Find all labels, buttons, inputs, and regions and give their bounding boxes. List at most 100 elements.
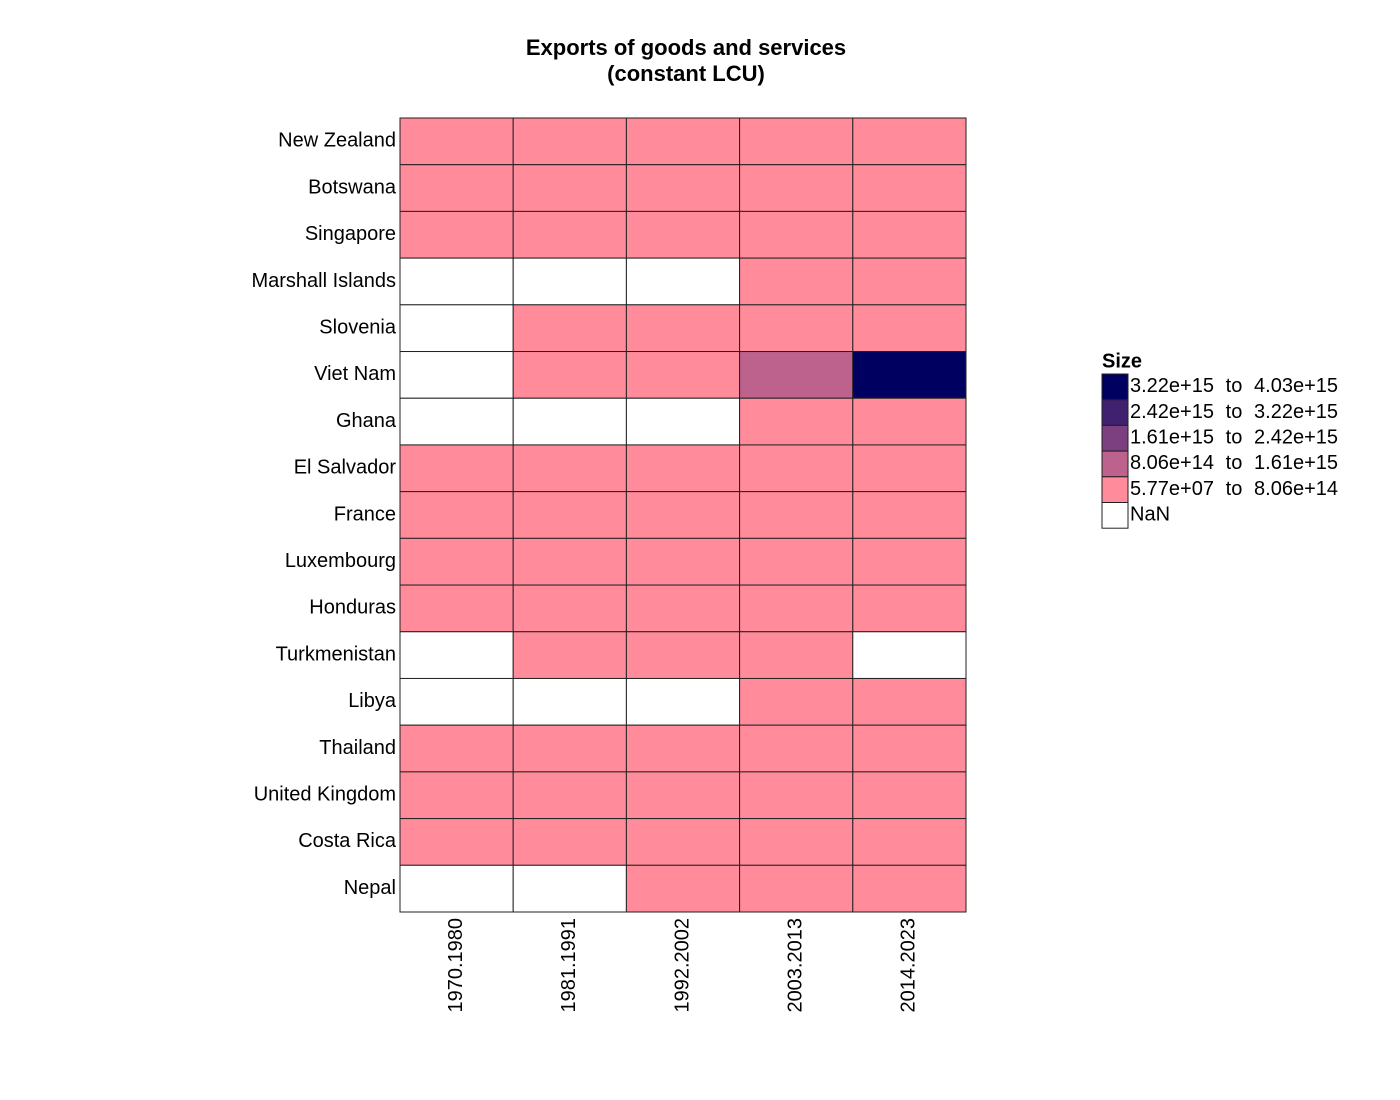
heatmap-cell (739, 351, 854, 399)
heatmap-cell (512, 537, 627, 586)
heatmap-cell (625, 677, 741, 726)
heatmap-cell (399, 818, 514, 866)
heatmap-cell (852, 724, 967, 773)
heatmap-cell (625, 304, 741, 353)
heatmap-cell (852, 117, 967, 166)
heatmap-cell (739, 397, 854, 446)
y-tick-label: Singapore (305, 223, 396, 245)
y-tick-label: Thailand (319, 737, 396, 759)
chart-title: Exports of goods and services (526, 35, 846, 60)
heatmap-cell (739, 491, 854, 539)
heatmap-cell (512, 677, 627, 726)
x-tick-label: 1981.1991 (558, 918, 580, 1013)
legend-label: 2.42e+15 (1130, 401, 1214, 423)
heatmap-cell (399, 491, 514, 539)
heatmap-cell (852, 210, 967, 259)
heatmap-cell (852, 537, 967, 586)
heatmap-cell (512, 724, 627, 773)
heatmap-cell (739, 724, 854, 773)
heatmap-cell (739, 771, 854, 820)
heatmap-cell (625, 351, 741, 399)
y-tick-label: Honduras (309, 597, 396, 619)
legend-label: to (1226, 478, 1243, 500)
heatmap-cell (512, 304, 627, 353)
x-tick-label: 1992.2002 (671, 918, 693, 1013)
heatmap-cell (625, 724, 741, 773)
heatmap-cell (739, 210, 854, 259)
heatmap-cell (512, 117, 627, 166)
y-tick-label: El Salvador (294, 457, 397, 479)
heatmap-cell (512, 164, 627, 212)
heatmap-cell (852, 257, 967, 306)
heatmap-cell (852, 351, 967, 399)
heatmap-cell (625, 864, 741, 913)
heatmap-cell (399, 351, 514, 399)
heatmap-cell (852, 491, 967, 539)
heatmap-cell (852, 864, 967, 913)
heatmap-cell (399, 724, 514, 773)
heatmap-cell (399, 864, 514, 913)
y-tick-label: Botswana (308, 176, 397, 198)
legend-label: to (1226, 427, 1243, 449)
heatmap-cell (399, 677, 514, 726)
heatmap-cell (625, 210, 741, 259)
legend-swatch (1101, 424, 1129, 452)
heatmap-cell (739, 164, 854, 212)
legend-swatch (1101, 476, 1129, 503)
y-tick-label: Marshall Islands (251, 270, 396, 292)
heatmap-cell (739, 864, 854, 913)
heatmap-cell (625, 164, 741, 212)
y-tick-label: Nepal (344, 877, 396, 899)
heatmap-cell (399, 397, 514, 446)
heatmap-cell (399, 164, 514, 212)
x-tick-label: 2003.2013 (784, 918, 806, 1013)
legend-swatch (1101, 399, 1129, 426)
legend-swatch (1101, 373, 1129, 401)
heatmap-cell (739, 584, 854, 633)
heatmap-cell (625, 491, 741, 539)
y-tick-label: United Kingdom (254, 784, 396, 806)
y-tick-label: Viet Nam (314, 363, 396, 385)
heatmap-cell (512, 491, 627, 539)
heatmap-cell (625, 771, 741, 820)
heatmap-cell (512, 771, 627, 820)
y-tick-label: Turkmenistan (276, 643, 396, 665)
heatmap-cell (399, 631, 514, 679)
heatmap-cell (625, 397, 741, 446)
heatmap-cell (625, 818, 741, 866)
heatmap-cell (852, 631, 967, 679)
heatmap-cell (399, 257, 514, 306)
legend-label: to (1226, 452, 1243, 474)
legend-label: 1.61e+15 (1130, 427, 1214, 449)
heatmap-cell (739, 304, 854, 353)
y-tick-label: Ghana (336, 410, 397, 432)
heatmap-cell (399, 210, 514, 259)
legend-label: 8.06e+14 (1254, 478, 1338, 500)
heatmap-cell (852, 771, 967, 820)
heatmap-cell (852, 818, 967, 866)
heatmap-cell (852, 584, 967, 633)
heatmap-cell (625, 444, 741, 493)
x-tick-label: 1970.1980 (445, 918, 467, 1013)
legend-label: to (1226, 401, 1243, 423)
chart-title: (constant LCU) (607, 61, 765, 86)
heatmap-cell (512, 351, 627, 399)
heatmap-cell (512, 864, 627, 913)
heatmap-cell (399, 304, 514, 353)
heatmap-cell (512, 818, 627, 866)
heatmap-cell (399, 537, 514, 586)
heatmap-cell (739, 818, 854, 866)
heatmap-cell (512, 584, 627, 633)
legend-label: 1.61e+15 (1254, 452, 1338, 474)
heatmap-cell (512, 444, 627, 493)
heatmap-cell (625, 537, 741, 586)
heatmap-cell (399, 444, 514, 493)
legend-label: 5.77e+07 (1130, 478, 1214, 500)
heatmap-cell (512, 257, 627, 306)
heatmap-cell (739, 444, 854, 493)
legend-swatch (1101, 450, 1129, 478)
x-tick-label: 2014.2023 (898, 918, 920, 1013)
heatmap-cell (739, 677, 854, 726)
heatmap-cell (852, 677, 967, 726)
